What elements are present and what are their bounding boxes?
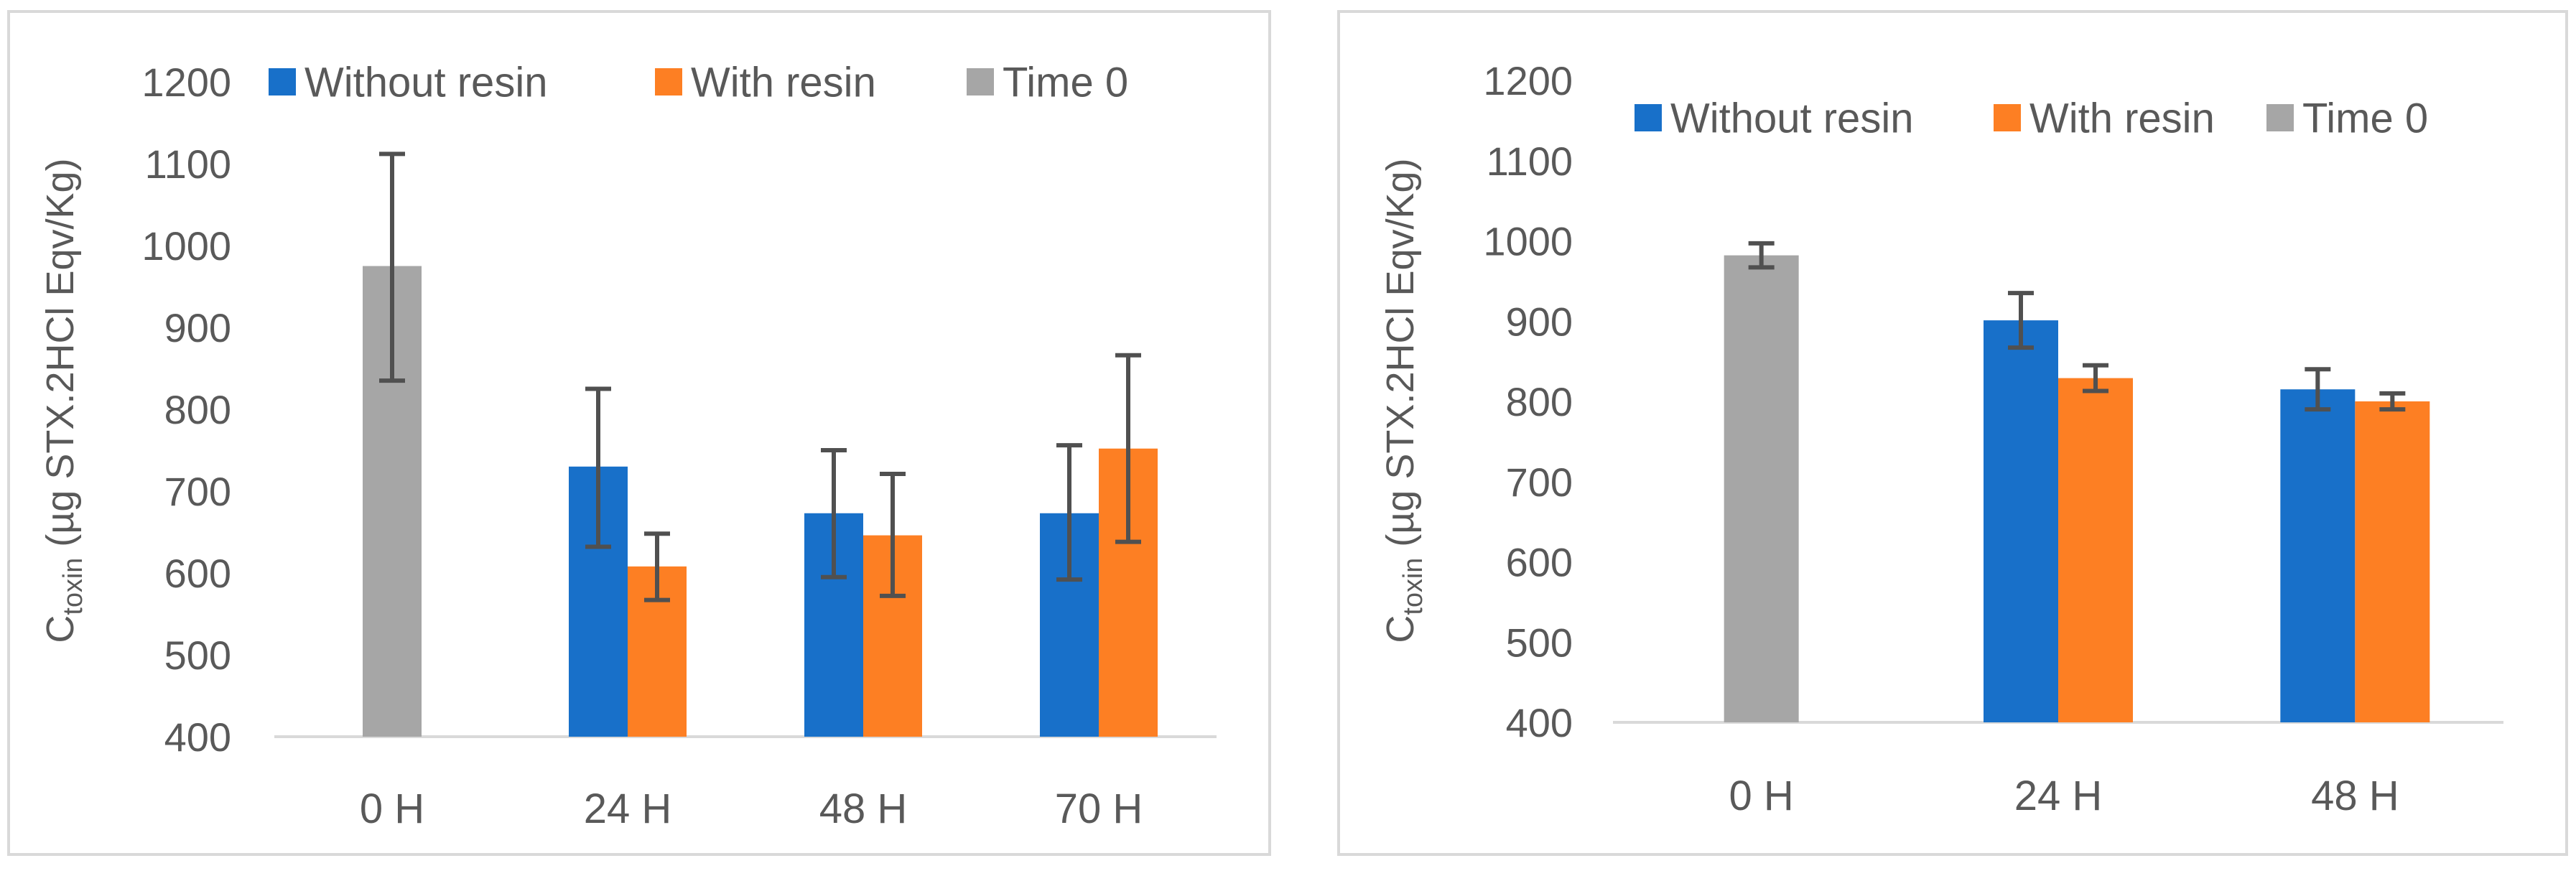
y-axis-label: Ctoxin (µg STX.2HCl Eqv/Kg) (39, 158, 88, 643)
y-tick-label-1000: 1000 (1483, 219, 1573, 264)
right-chart-svg: 400 500 600 700 800 900 1000 1100 1200 0 H 24 H 48 … (1379, 58, 2503, 819)
y-tick-label-500: 500 (164, 633, 231, 678)
y-tick-label-700: 700 (164, 469, 231, 514)
y-tick-label-600: 600 (1506, 540, 1573, 585)
legend-swatch-time-0 (967, 68, 994, 95)
legend-label-with-resin: With resin (2029, 95, 2215, 141)
legend-label-time-0: Time 0 (1003, 59, 1128, 106)
bar-time-0-0h (1724, 255, 1799, 722)
y-tick-label-1200: 1200 (141, 60, 231, 105)
legend-label-with-resin: With resin (691, 59, 876, 106)
legend-label-time-0: Time 0 (2302, 95, 2428, 141)
bar-without-resin-48h (2280, 389, 2356, 722)
left-chart-svg: 400 500 600 700 800 900 1000 1100 1200 0 H 24 H 48 … (39, 59, 1217, 832)
y-tick-label-800: 800 (164, 387, 231, 432)
x-tick-label-48h: 48 H (819, 786, 908, 832)
y-tick-label-900: 900 (164, 305, 231, 350)
x-tick-label-0h: 0 H (1729, 773, 1794, 819)
bar-with-resin-24h (2058, 378, 2133, 722)
y-tick-label-900: 900 (1506, 299, 1573, 344)
x-tick-label-70h: 70 H (1055, 786, 1143, 832)
y-tick-label-1100: 1100 (1487, 139, 1573, 184)
legend-swatch-without-resin (269, 68, 296, 95)
x-tick-label-24h: 24 H (2014, 773, 2103, 819)
legend-swatch-without-resin (1635, 104, 1662, 131)
bar-with-resin-48h (2355, 401, 2430, 722)
y-tick-label-600: 600 (164, 551, 231, 596)
legend-swatch-time-0 (2266, 104, 2294, 131)
x-tick-label-0h: 0 H (360, 786, 424, 832)
legend-label-without-resin: Without resin (304, 59, 547, 106)
legend-swatch-with-resin (1994, 104, 2021, 131)
y-tick-label-800: 800 (1506, 379, 1573, 424)
y-tick-label-400: 400 (1506, 700, 1573, 745)
y-tick-label-1200: 1200 (1483, 58, 1573, 103)
y-tick-label-400: 400 (164, 714, 231, 760)
y-tick-label-1000: 1000 (141, 223, 231, 269)
y-tick-label-1100: 1100 (145, 141, 231, 187)
bar-without-resin-24h (1984, 320, 2058, 722)
x-tick-label-48h: 48 H (2311, 773, 2399, 819)
right-chart-panel: 400 500 600 700 800 900 1000 1100 1200 0 H 24 H 48 … (1337, 10, 2568, 856)
y-axis-label: Ctoxin (µg STX.2HCl Eqv/Kg) (1379, 158, 1428, 643)
legend-swatch-with-resin (655, 68, 682, 95)
y-tick-label-500: 500 (1506, 620, 1573, 665)
legend-label-without-resin: Without resin (1670, 95, 1913, 141)
y-tick-label-700: 700 (1506, 460, 1573, 505)
left-chart-panel: 400 500 600 700 800 900 1000 1100 1200 0 H 24 H 48 … (7, 10, 1271, 856)
x-tick-label-24h: 24 H (584, 786, 672, 832)
